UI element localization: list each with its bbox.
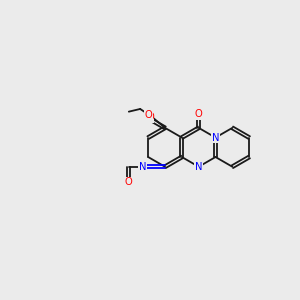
Text: O: O [146, 112, 154, 122]
Text: O: O [195, 110, 203, 119]
Text: O: O [125, 177, 133, 187]
Text: N: N [212, 133, 219, 142]
Text: N: N [195, 162, 202, 172]
Text: N: N [139, 162, 146, 172]
Text: O: O [145, 110, 153, 120]
